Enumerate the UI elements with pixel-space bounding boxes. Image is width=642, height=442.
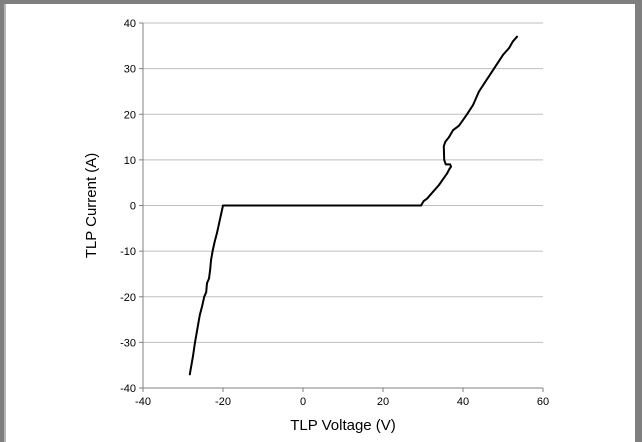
series-layer [188, 35, 518, 376]
data-point [201, 304, 204, 307]
data-point [496, 63, 498, 65]
data-point [420, 204, 422, 207]
data-point [205, 291, 208, 294]
data-point [458, 124, 460, 127]
y-tick-label: -40 [120, 383, 136, 395]
data-point [512, 40, 514, 43]
data-point [502, 54, 504, 56]
data-point [508, 47, 510, 49]
data-point [443, 158, 446, 161]
data-point [197, 323, 200, 326]
data-point [190, 366, 192, 369]
y-tick-label: 40 [124, 18, 136, 30]
data-point [442, 177, 445, 180]
y-tick-label: 20 [124, 109, 136, 121]
data-point [422, 200, 425, 202]
x-tick-label: -40 [135, 396, 151, 408]
x-tick-label: 60 [537, 396, 549, 408]
data-point [220, 213, 222, 216]
data-point [208, 277, 210, 280]
data-point [213, 241, 216, 243]
data-point [426, 197, 428, 200]
data-point [210, 259, 212, 262]
grid-lines [143, 22, 543, 343]
y-tick-label: -30 [120, 337, 136, 349]
y-axis-title: TLP Current (A) [83, 153, 100, 259]
data-point [302, 204, 304, 207]
data-point [362, 204, 364, 207]
data-point [478, 90, 480, 93]
data-point [188, 373, 191, 376]
data-point [444, 140, 447, 143]
y-tick-label: 30 [124, 64, 136, 76]
data-point [516, 35, 518, 38]
data-point [449, 163, 452, 166]
data-point [206, 282, 208, 284]
data-point [222, 204, 224, 207]
data-point [211, 250, 214, 253]
data-point [216, 231, 218, 234]
data-point [226, 204, 229, 207]
x-tick-label: 40 [457, 396, 469, 408]
x-tick-label: 0 [300, 396, 306, 408]
data-point [444, 163, 447, 166]
data-point [198, 314, 201, 316]
y-tick-label: 10 [124, 155, 136, 167]
data-point [194, 341, 196, 344]
x-tick-label: -20 [215, 396, 231, 408]
y-tick-label: -20 [120, 292, 136, 304]
data-point [438, 184, 440, 186]
data-point [192, 355, 194, 357]
data-point [448, 136, 450, 138]
data-point [450, 165, 452, 168]
x-tick-label: 20 [377, 396, 389, 408]
axes [139, 22, 544, 392]
data-point [472, 104, 474, 107]
data-point [446, 172, 448, 175]
data-point [484, 81, 486, 84]
data-point [466, 113, 468, 116]
data-point [490, 72, 492, 75]
y-tick-label: 0 [130, 201, 136, 213]
data-point [448, 168, 451, 170]
data-point [442, 145, 445, 148]
data-point [432, 190, 434, 193]
data-point [203, 295, 206, 298]
data-point [452, 129, 454, 132]
x-axis-title: TLP Voltage (V) [290, 417, 396, 434]
data-point [209, 268, 212, 271]
tick-labels: -40 -30 -20 -10 0 10 20 30 40 -40 -20 0 20 40 60 [120, 18, 549, 408]
y-tick-label: -10 [120, 246, 136, 258]
tlp-iv-chart: -40 -30 -20 -10 0 10 20 30 40 -40 -20 0 20 40 60 TLP V… [83, 18, 549, 434]
chart-frame: -40 -30 -20 -10 0 10 20 30 40 -40 -20 0 20 40 60 TLP V… [4, 4, 635, 442]
data-point [224, 204, 227, 207]
data-point [195, 332, 198, 335]
data-point [218, 222, 220, 225]
